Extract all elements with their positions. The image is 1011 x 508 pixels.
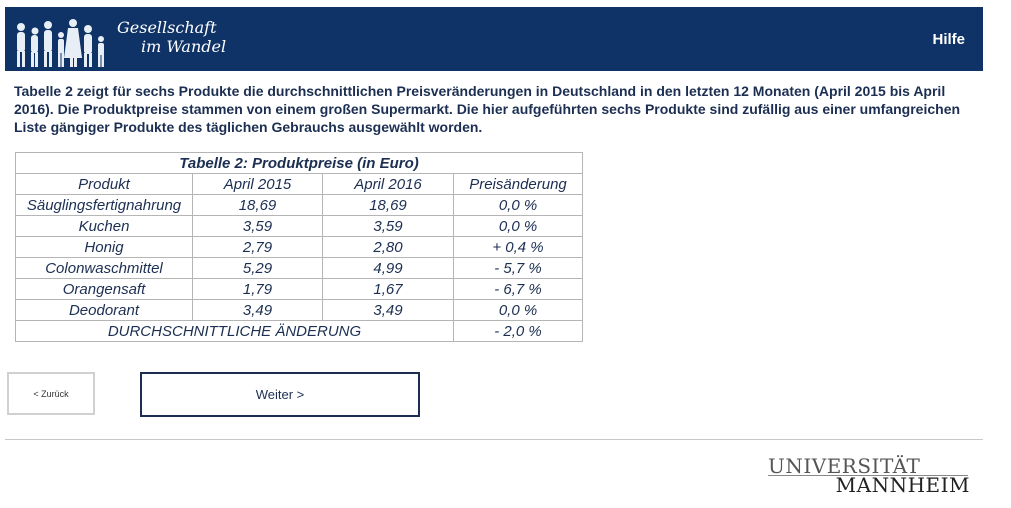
price-2016: 3,59 <box>322 215 454 237</box>
price-2015: 2,79 <box>192 236 323 258</box>
price-change: + 0,4 % <box>453 236 583 258</box>
table-row: Honig 2,79 2,80 + 0,4 % <box>15 236 583 258</box>
price-change: - 5,7 % <box>453 257 583 279</box>
table-summary-row: DURCHSCHNITTLICHE ÄNDERUNG - 2,0 % <box>15 320 583 342</box>
table-row: Säuglingsfertignahrung 18,69 18,69 0,0 % <box>15 194 583 216</box>
price-table: Tabelle 2: Produktpreise (in Euro) Produ… <box>15 152 583 342</box>
university-logo-line-2: MANNHEIM <box>835 473 970 497</box>
price-2016: 18,69 <box>322 194 454 216</box>
app-logo-text: Gesellschaft im Wandel <box>117 18 226 56</box>
product-name: Deodorant <box>15 299 193 321</box>
price-2015: 3,49 <box>192 299 323 321</box>
table-row: Deodorant 3,49 3,49 0,0 % <box>15 299 583 321</box>
table-caption-row: Tabelle 2: Produktpreise (in Euro) <box>15 152 583 174</box>
logo-line-1: Gesellschaft <box>117 18 217 37</box>
price-2016: 4,99 <box>322 257 454 279</box>
price-change: 0,0 % <box>453 215 583 237</box>
table-row: Kuchen 3,59 3,59 0,0 % <box>15 215 583 237</box>
price-2016: 1,67 <box>322 278 454 300</box>
header-april-2016: April 2016 <box>322 173 454 195</box>
product-name: Orangensaft <box>15 278 193 300</box>
summary-label: DURCHSCHNITTLICHE ÄNDERUNG <box>15 320 454 342</box>
back-button[interactable]: < Zurück <box>7 372 95 415</box>
table-header-row: Produkt April 2015 April 2016 Preisänder… <box>15 173 583 195</box>
price-change: 0,0 % <box>453 299 583 321</box>
logo-line-2: im Wandel <box>141 37 227 56</box>
app-header: Gesellschaft im Wandel Hilfe <box>5 7 983 71</box>
header-price-change: Preisänderung <box>453 173 583 195</box>
university-logo-rule <box>768 475 968 476</box>
table-caption: Tabelle 2: Produktpreise (in Euro) <box>15 152 583 174</box>
price-2016: 3,49 <box>322 299 454 321</box>
next-button[interactable]: Weiter > <box>140 372 420 417</box>
price-change: - 6,7 % <box>453 278 583 300</box>
header-april-2015: April 2015 <box>192 173 323 195</box>
intro-text: Tabelle 2 zeigt für sechs Produkte die d… <box>14 83 961 135</box>
price-2015: 18,69 <box>192 194 323 216</box>
summary-value: - 2,0 % <box>453 320 583 342</box>
table-row: Orangensaft 1,79 1,67 - 6,7 % <box>15 278 583 300</box>
product-name: Colonwaschmittel <box>15 257 193 279</box>
price-2015: 5,29 <box>192 257 323 279</box>
university-logo: UNIVERSITÄT MANNHEIM <box>768 454 970 497</box>
help-link[interactable]: Hilfe <box>932 31 965 48</box>
table-row: Colonwaschmittel 5,29 4,99 - 5,7 % <box>15 257 583 279</box>
price-2015: 1,79 <box>192 278 323 300</box>
footer-divider <box>5 439 983 440</box>
product-name: Kuchen <box>15 215 193 237</box>
university-logo-line-1: UNIVERSITÄT <box>768 454 921 478</box>
header-product: Produkt <box>15 173 193 195</box>
product-name: Säuglingsfertignahrung <box>15 194 193 216</box>
people-silhouettes-icon <box>17 19 104 67</box>
price-2015: 3,59 <box>192 215 323 237</box>
price-2016: 2,80 <box>322 236 454 258</box>
product-name: Honig <box>15 236 193 258</box>
price-change: 0,0 % <box>453 194 583 216</box>
